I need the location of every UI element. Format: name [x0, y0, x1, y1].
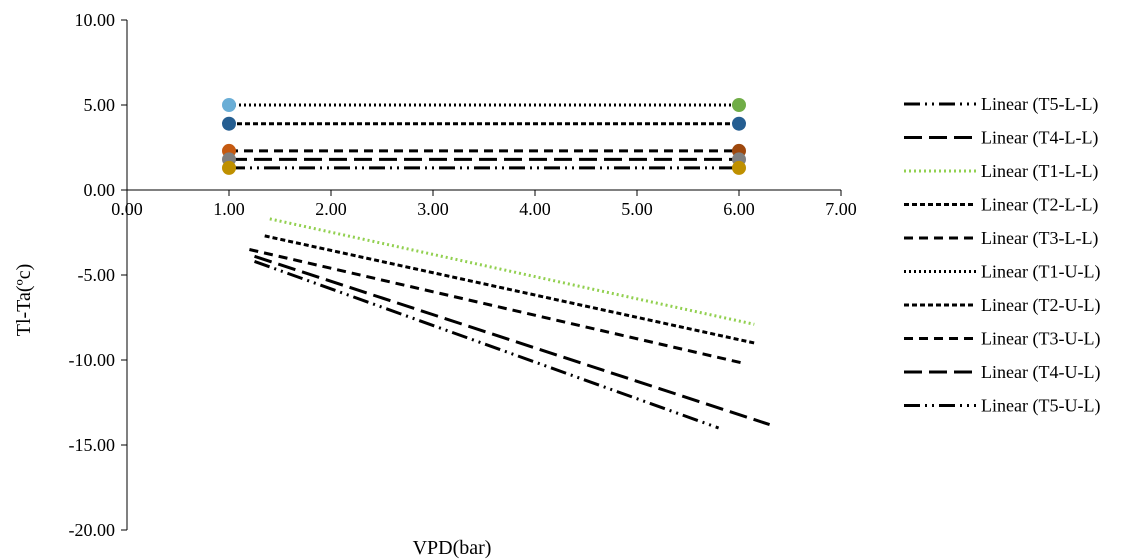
x-tick-label: 7.00 — [825, 199, 857, 219]
data-point — [222, 160, 236, 175]
x-tick-label: 0.00 — [111, 199, 143, 219]
legend-label: Linear (T1-U-L) — [981, 262, 1100, 283]
x-tick-label: 1.00 — [213, 199, 245, 219]
trendlines — [229, 103, 771, 430]
x-tick-label: 5.00 — [621, 199, 653, 219]
x-tick-label: 4.00 — [519, 199, 551, 219]
legend-label: Linear (T5-L-L) — [981, 94, 1098, 115]
y-tick-label: -15.00 — [69, 435, 116, 455]
legend-label: Linear (T3-U-L) — [981, 329, 1100, 350]
x-tick-label: 3.00 — [417, 199, 449, 219]
legend-label: Linear (T1-L-L) — [981, 161, 1098, 182]
data-point — [732, 160, 746, 175]
legend-label: Linear (T2-L-L) — [981, 195, 1098, 216]
legend-label: Linear (T4-U-L) — [981, 362, 1100, 383]
data-point — [732, 98, 746, 112]
trendline-1 — [254, 254, 771, 427]
trendline-4 — [249, 248, 745, 365]
trendline-0 — [253, 259, 720, 430]
legend-label: Linear (T3-L-L) — [981, 228, 1098, 249]
legend-label: Linear (T4-L-L) — [981, 128, 1098, 149]
x-axis-title: VPD(bar) — [413, 537, 492, 559]
data-point — [222, 116, 236, 131]
y-tick-label: 10.00 — [75, 10, 116, 30]
data-points — [222, 98, 746, 175]
y-tick-label: -10.00 — [69, 350, 116, 370]
axes — [121, 19, 842, 531]
legend: Linear (T5-L-L) Linear (T4-L-L) Linear (T1… — [904, 94, 1100, 417]
y-tick-label: 0.00 — [84, 180, 116, 200]
data-point — [732, 116, 746, 131]
trendline-3 — [264, 234, 755, 345]
tick-labels: 10.00 5.00 0.00 -5.00 -10.00 -15.00 -20.00 0.00… — [69, 10, 857, 540]
y-axis-title: Tl-Ta(ºc) — [13, 264, 35, 337]
y-tick-label: -5.00 — [78, 265, 116, 285]
legend-label: Linear (T2-U-L) — [981, 295, 1100, 316]
y-tick-label: 5.00 — [84, 95, 116, 115]
legend-label: Linear (T5-U-L) — [981, 396, 1100, 417]
x-tick-label: 6.00 — [723, 199, 755, 219]
x-tick-label: 2.00 — [315, 199, 347, 219]
y-tick-label: -20.00 — [69, 520, 116, 540]
data-point — [222, 98, 236, 112]
